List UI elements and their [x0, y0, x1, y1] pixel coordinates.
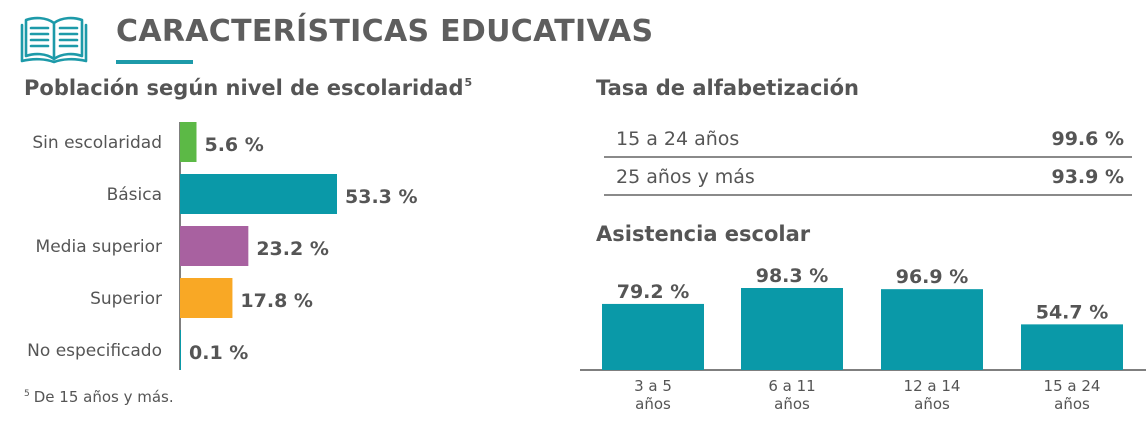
footnote-mark: 5 [24, 389, 30, 399]
literacy-row-label: 25 años y más [616, 166, 755, 188]
footnote-reference: 5 [464, 76, 473, 89]
bar [881, 289, 983, 370]
category-label: Superior [90, 289, 162, 309]
value-label: 98.3 % [756, 265, 829, 287]
bar [741, 288, 843, 370]
bar [180, 174, 337, 214]
education-chart-title: Población según nivel de escolaridad5 [24, 76, 472, 100]
education-chart-title-text: Población según nivel de escolaridad [24, 76, 464, 100]
category-label: 15 a 24 años [1044, 377, 1101, 413]
category-label: 12 a 14 años [904, 377, 961, 413]
bar [180, 278, 233, 318]
literacy-row-value: 99.6 % [1051, 128, 1124, 150]
value-label: 96.9 % [896, 266, 969, 288]
category-label: 3 a 5 años [634, 377, 672, 413]
value-label: 5.6 % [204, 134, 263, 156]
category-label: No especificado [27, 341, 162, 361]
school-attendance-chart: 79.2 % 3 a 5 años 98.3 % 6 a 11 años 96.9 % 12 … [580, 265, 1146, 413]
bar [180, 122, 197, 162]
literacy-row: 15 a 24 años 99.6 % [604, 122, 1132, 158]
category-label: 6 a 11 años [768, 377, 815, 413]
literacy-row-label: 15 a 24 años [616, 128, 740, 150]
value-label: 0.1 % [189, 342, 248, 364]
bar [180, 330, 181, 370]
bar [602, 303, 704, 370]
value-label: 79.2 % [617, 281, 690, 303]
category-label: Media superior [36, 237, 162, 257]
title-underline [116, 60, 193, 64]
footnote-text: De 15 años y más. [33, 388, 174, 406]
education-level-chart: Sin escolaridad 5.6 % Básica 53.3 % Media su… [27, 122, 418, 370]
page-title: CARACTERÍSTICAS EDUCATIVAS [116, 14, 654, 49]
bar [180, 226, 249, 266]
value-label: 53.3 % [345, 186, 418, 208]
value-label: 23.2 % [256, 238, 329, 260]
attendance-title: Asistencia escolar [596, 222, 811, 246]
value-label: 17.8 % [240, 290, 313, 312]
literacy-row-value: 93.9 % [1051, 166, 1124, 188]
category-label: Sin escolaridad [32, 133, 162, 153]
open-book-icon [20, 16, 88, 64]
category-label: Básica [107, 185, 162, 205]
value-label: 54.7 % [1036, 301, 1109, 323]
literacy-row: 25 años y más 93.9 % [604, 160, 1132, 196]
footnote: 5 De 15 años y más. [24, 388, 174, 406]
literacy-title: Tasa de alfabetización [596, 76, 859, 100]
bar [1021, 324, 1123, 370]
